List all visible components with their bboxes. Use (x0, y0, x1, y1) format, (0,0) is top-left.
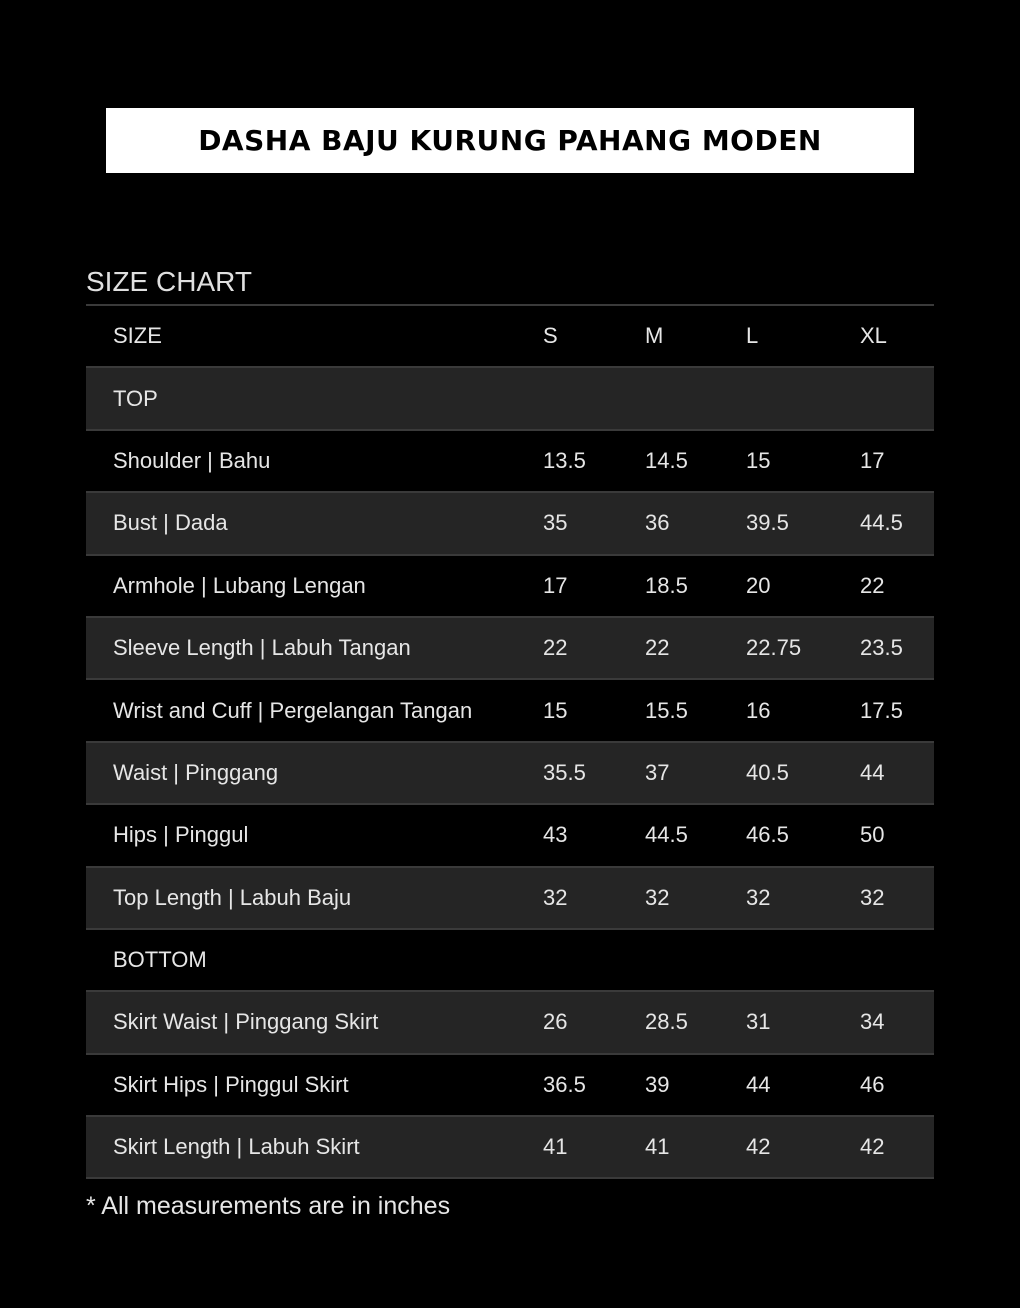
cell-xl: 44 (860, 759, 885, 785)
cell-m: 28.5 (645, 1009, 688, 1035)
cell-xl: 17 (860, 447, 885, 473)
table-row: Waist | Pinggang 35.5 37 40.5 44 (86, 742, 934, 806)
cell-l: 15 (746, 447, 771, 473)
cell-m: 37 (645, 759, 670, 785)
cell-l: 44 (746, 1071, 771, 1097)
section-row: TOP (86, 368, 934, 431)
table-row: Skirt Waist | Pinggang Skirt 26 28.5 31 34 (86, 992, 934, 1055)
measurement-label: Wrist and Cuff | Pergelangan Tangan (113, 697, 473, 723)
header-xl: XL (860, 323, 887, 349)
cell-xl: 32 (860, 884, 885, 910)
section-title: SIZE CHART (86, 266, 252, 297)
table-header-row: SIZE S M L XL (86, 306, 934, 369)
cell-xl: 44.5 (860, 510, 903, 536)
measurement-label: Skirt Waist | Pinggang Skirt (113, 1009, 379, 1035)
section-label: TOP (113, 385, 158, 411)
cell-l: 20 (746, 572, 771, 598)
header-s: S (543, 323, 558, 349)
title-banner: DASHA BAJU KURUNG PAHANG MODEN (106, 108, 914, 173)
cell-s: 43 (543, 822, 568, 848)
cell-l: 16 (746, 697, 771, 723)
table-row: Sleeve Length | Labuh Tangan 22 22 22.75 23.… (86, 617, 934, 681)
measurement-label: Bust | Dada (113, 510, 228, 536)
cell-m: 44.5 (645, 822, 688, 848)
measurement-label: Skirt Length | Labuh Skirt (113, 1134, 360, 1160)
cell-m: 41 (645, 1134, 670, 1160)
cell-xl: 42 (860, 1134, 885, 1160)
cell-m: 22 (645, 635, 670, 661)
table-row: Bust | Dada 35 36 39.5 44.5 (86, 493, 934, 556)
cell-s: 32 (543, 884, 568, 910)
table-row: Hips | Pinggul 43 44.5 46.5 50 (86, 805, 934, 868)
cell-l: 46.5 (746, 822, 789, 848)
measurement-label: Armhole | Lubang Lengan (113, 572, 366, 598)
cell-m: 14.5 (645, 447, 688, 473)
cell-l: 22.75 (746, 635, 802, 661)
table-row: Armhole | Lubang Lengan 17 18.5 20 22 (86, 556, 934, 618)
cell-s: 36.5 (543, 1071, 586, 1097)
header-size: SIZE (113, 323, 162, 349)
section-row: BOTTOM (86, 930, 934, 993)
cell-s: 26 (543, 1009, 568, 1035)
table-row: Skirt Length | Labuh Skirt 41 41 42 42 (86, 1117, 934, 1180)
cell-xl: 50 (860, 822, 885, 848)
cell-m: 32 (645, 884, 670, 910)
cell-xl: 17.5 (860, 697, 903, 723)
cell-s: 17 (543, 572, 568, 598)
section-label: BOTTOM (113, 947, 207, 973)
cell-m: 18.5 (645, 572, 688, 598)
measurement-label: Sleeve Length | Labuh Tangan (113, 635, 411, 661)
table-row: Top Length | Labuh Baju 32 32 32 32 (86, 867, 934, 930)
cell-s: 41 (543, 1134, 568, 1160)
cell-m: 36 (645, 510, 670, 536)
cell-l: 32 (746, 884, 771, 910)
cell-m: 39 (645, 1071, 670, 1097)
cell-xl: 46 (860, 1071, 885, 1097)
cell-s: 15 (543, 697, 568, 723)
cell-xl: 34 (860, 1009, 885, 1035)
cell-s: 35 (543, 510, 568, 536)
cell-s: 35.5 (543, 759, 586, 785)
cell-l: 31 (746, 1009, 771, 1035)
measurement-label: Top Length | Labuh Baju (113, 884, 352, 910)
size-chart-table: SIZE S M L XL TOP Shoulder | Bahu 13.5 14.5… (86, 304, 934, 1180)
measurement-label: Hips | Pinggul (113, 822, 249, 848)
header-l: L (746, 323, 759, 349)
header-m: M (645, 323, 664, 349)
cell-s: 13.5 (543, 447, 586, 473)
cell-l: 42 (746, 1134, 771, 1160)
measurement-note: * All measurements are in inches (86, 1192, 451, 1220)
table-row: Skirt Hips | Pinggul Skirt 36.5 39 44 46 (86, 1055, 934, 1118)
cell-l: 39.5 (746, 510, 789, 536)
measurement-label: Waist | Pinggang (113, 759, 279, 785)
cell-m: 15.5 (645, 697, 688, 723)
measurement-label: Skirt Hips | Pinggul Skirt (113, 1071, 349, 1097)
cell-xl: 23.5 (860, 635, 903, 661)
cell-xl: 22 (860, 572, 885, 598)
table-row: Shoulder | Bahu 13.5 14.5 15 17 (86, 431, 934, 494)
page-title: DASHA BAJU KURUNG PAHANG MODEN (198, 124, 822, 157)
cell-l: 40.5 (746, 759, 789, 785)
table-row: Wrist and Cuff | Pergelangan Tangan 15 15.… (86, 680, 934, 743)
cell-s: 22 (543, 635, 568, 661)
measurement-label: Shoulder | Bahu (113, 447, 271, 473)
